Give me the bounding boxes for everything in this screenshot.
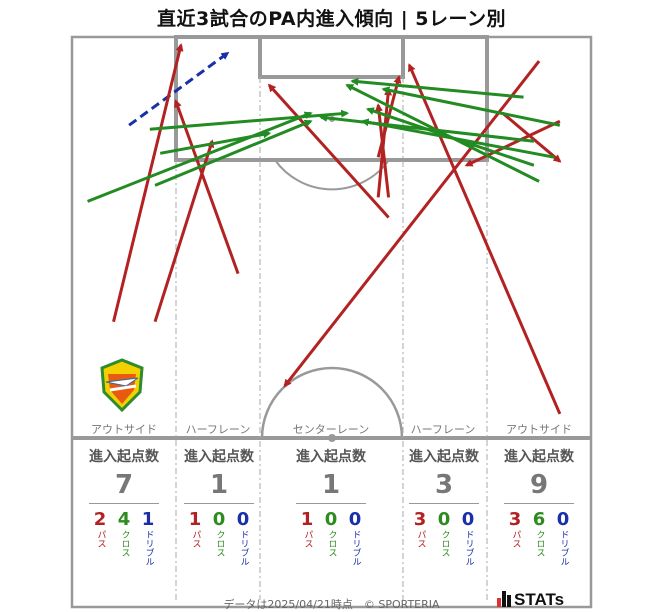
pass-arrow [374,103,391,198]
dribble-count: 1 [141,509,155,530]
pass-label: パス [510,530,521,548]
pass-arrow [153,139,215,323]
pass-label: パス [95,530,106,548]
dribble-count: 0 [556,509,570,530]
dribble-label: ドリブル [350,530,361,566]
center-spot [328,434,336,442]
stat-heading: 進入起点数 [184,449,254,465]
dribble-count: 0 [236,509,250,530]
entry-count: 9 [529,470,549,500]
dribble-count: 0 [461,509,475,530]
penalty-arc [274,159,390,191]
pass-arrow [407,63,562,415]
stat-divider [296,503,366,504]
brand-logo: STATs [497,590,564,610]
dribble-arrow [128,51,230,127]
page-title: 直近3試合のPA内進入傾向 | 5レーン別 [156,8,507,30]
jef-united-emblem-icon [100,358,144,413]
type-breakdown: 3 パス 0 クロス 0 ドリブル [399,509,489,567]
dribble-count: 0 [348,509,362,530]
pass-count: 3 [508,509,522,530]
dribble-label: ドリブル [143,530,154,566]
goal-area [258,35,405,79]
pass-arrow [174,99,240,275]
dribble-label: ドリブル [558,530,569,566]
pass-label: パス [415,530,426,548]
cross-arrow [345,83,540,183]
stat-divider [89,503,159,504]
pass-count: 2 [93,509,107,530]
entry-count: 3 [434,470,454,500]
cross-arrow [154,119,313,187]
cross-label: クロス [439,530,450,557]
cross-count: 0 [212,509,226,530]
lane-label-right-halfspace: ハーフレーン [410,423,476,436]
cross-arrow [149,109,350,131]
center-circle [260,366,404,439]
lane-stats-right-halfspace: 進入起点数 3 3 パス 0 クロス 0 ドリブル [399,446,489,566]
type-breakdown: 1 パス 0 クロス 0 ドリブル [286,509,376,567]
brand-text: STATs [514,590,565,609]
pass-arrow [283,60,541,388]
cross-count: 6 [532,509,546,530]
cross-label: クロス [119,530,130,557]
dribble-label: ドリブル [238,530,249,566]
pass-label: パス [190,530,201,548]
dribble-label: ドリブル [463,530,474,566]
cross-arrow [381,86,561,127]
pass-arrow [464,119,561,167]
entry-count: 1 [209,470,229,500]
entry-count: 7 [114,470,134,500]
stat-divider [409,503,479,504]
cross-arrow [159,130,272,155]
stat-divider [184,503,254,504]
entry-arrows [87,43,562,415]
cross-label: クロス [326,530,337,557]
lane-label-left-halfspace: ハーフレーン [185,423,251,436]
lane-stats-left-halfspace: 進入起点数 1 1 パス 0 クロス 0 ドリブル [174,446,264,566]
pass-arrow [112,43,184,323]
pass-count: 1 [188,509,202,530]
lane-stats-left-outside: 進入起点数 7 2 パス 4 クロス 1 ドリブル [79,446,169,566]
cross-label: クロス [214,530,225,557]
cross-arrow [87,111,313,203]
cross-arrow [350,77,524,99]
type-breakdown: 3 パス 6 クロス 0 ドリブル [494,509,584,567]
pass-count: 1 [300,509,314,530]
cross-count: 0 [324,509,338,530]
footer-credit: データは2025/04/21時点 © SPORTERIA [223,598,440,611]
lane-stats-center: 進入起点数 1 1 パス 0 クロス 0 ドリブル [286,446,376,566]
entry-count: 1 [321,470,341,500]
type-breakdown: 1 パス 0 クロス 0 ドリブル [174,509,264,567]
pass-count: 3 [413,509,427,530]
lane-label-right-outside: アウトサイド [506,423,572,436]
stat-heading: 進入起点数 [504,449,574,465]
cross-count: 4 [117,509,131,530]
lane-label-center: センターレーン [292,423,370,436]
pass-label: パス [302,530,313,548]
pass-arrow [267,83,390,219]
cross-label: クロス [534,530,545,557]
lane-label-left-outside: アウトサイド [91,423,157,436]
stat-heading: 進入起点数 [89,449,159,465]
stat-divider [504,503,574,504]
type-breakdown: 2 パス 4 クロス 1 ドリブル [79,509,169,567]
stat-heading: 進入起点数 [296,449,366,465]
brand-mark-icon [497,591,511,607]
pass-arrow [501,112,562,163]
lane-stats-right-outside: 進入起点数 9 3 パス 6 クロス 0 ドリブル [494,446,584,566]
cross-count: 0 [437,509,451,530]
stat-heading: 進入起点数 [409,449,479,465]
